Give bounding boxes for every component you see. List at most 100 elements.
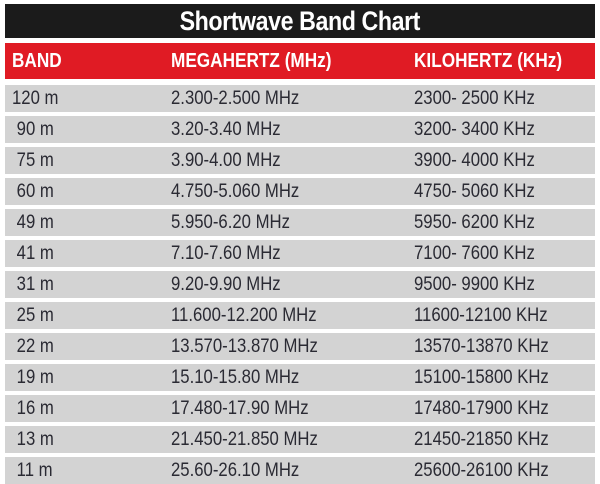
cell-band: 49 m (5, 209, 171, 236)
cell-khz: 11600-12100 KHz (411, 302, 595, 329)
mhz-value: 21.450-21.850 MHz (171, 428, 318, 450)
cell-band: 11 m (5, 457, 171, 484)
khz-value: 13570-13870 KHz (414, 335, 549, 357)
cell-mhz: 15.10-15.80 MHz (171, 364, 411, 391)
khz-value: 21450-21850 KHz (414, 428, 549, 450)
cell-mhz: 21.450-21.850 MHz (171, 426, 411, 453)
mhz-value: 4.750-5.060 MHz (171, 180, 300, 202)
table-row: 60 m 4.750-5.060 MHz 4750- 5060 KHz (5, 178, 595, 205)
khz-value: 3900- 4000 KHz (414, 149, 535, 171)
band-value: 25 m (12, 304, 54, 326)
cell-khz: 3200- 3400 KHz (411, 116, 595, 143)
table-body: 120 m 2.300-2.500 MHz 2300- 2500 KHz 90 m 3… (5, 85, 595, 484)
cell-mhz: 13.570-13.870 MHz (171, 333, 411, 360)
mhz-value: 25.60-26.10 MHz (171, 459, 300, 481)
title-bar: Shortwave Band Chart (5, 4, 595, 38)
cell-khz: 7100- 7600 KHz (411, 240, 595, 267)
band-value: 120 m (12, 87, 59, 109)
cell-khz: 15100-15800 KHz (411, 364, 595, 391)
table-row: 75 m 3.90-4.00 MHz 3900- 4000 KHz (5, 147, 595, 174)
table-row: 22 m 13.570-13.870 MHz 13570-13870 KHz (5, 333, 595, 360)
cell-band: 25 m (5, 302, 171, 329)
cell-band: 75 m (5, 147, 171, 174)
cell-mhz: 5.950-6.20 MHz (171, 209, 411, 236)
header-mhz: MEGAHERTZ (MHz) (171, 43, 411, 79)
cell-mhz: 3.90-4.00 MHz (171, 147, 411, 174)
band-value: 13 m (12, 428, 54, 450)
mhz-value: 13.570-13.870 MHz (171, 335, 318, 357)
cell-band: 41 m (5, 240, 171, 267)
cell-khz: 13570-13870 KHz (411, 333, 595, 360)
cell-khz: 9500- 9900 KHz (411, 271, 595, 298)
mhz-value: 5.950-6.20 MHz (171, 211, 290, 233)
table-row: 11 m 25.60-26.10 MHz 25600-26100 KHz (5, 457, 595, 484)
table-row: 31 m 9.20-9.90 MHz 9500- 9900 KHz (5, 271, 595, 298)
band-value: 60 m (12, 180, 54, 202)
header-mhz-label: MEGAHERTZ (MHz) (171, 49, 332, 72)
khz-value: 25600-26100 KHz (414, 459, 549, 481)
mhz-value: 7.10-7.60 MHz (171, 242, 281, 264)
cell-khz: 21450-21850 KHz (411, 426, 595, 453)
cell-mhz: 9.20-9.90 MHz (171, 271, 411, 298)
header-band: BAND (5, 43, 171, 79)
band-value: 49 m (12, 211, 54, 233)
table-header: BAND MEGAHERTZ (MHz) KILOHERTZ (KHz) (5, 43, 595, 79)
cell-mhz: 7.10-7.60 MHz (171, 240, 411, 267)
cell-band: 22 m (5, 333, 171, 360)
header-khz-label: KILOHERTZ (KHz) (414, 49, 563, 72)
table-row: 19 m 15.10-15.80 MHz 15100-15800 KHz (5, 364, 595, 391)
chart-title: Shortwave Band Chart (179, 5, 421, 36)
cell-band: 19 m (5, 364, 171, 391)
band-value: 16 m (12, 397, 54, 419)
cell-khz: 3900- 4000 KHz (411, 147, 595, 174)
khz-value: 17480-17900 KHz (414, 397, 549, 419)
table-row: 90 m 3.20-3.40 MHz 3200- 3400 KHz (5, 116, 595, 143)
mhz-value: 11.600-12.200 MHz (171, 304, 317, 326)
table-row: 41 m 7.10-7.60 MHz 7100- 7600 KHz (5, 240, 595, 267)
table-row: 49 m 5.950-6.20 MHz 5950- 6200 KHz (5, 209, 595, 236)
mhz-value: 15.10-15.80 MHz (171, 366, 300, 388)
khz-value: 9500- 9900 KHz (414, 273, 535, 295)
cell-khz: 2300- 2500 KHz (411, 85, 595, 112)
cell-band: 90 m (5, 116, 171, 143)
cell-khz: 5950- 6200 KHz (411, 209, 595, 236)
band-value: 41 m (12, 242, 54, 264)
cell-band: 120 m (5, 85, 171, 112)
khz-value: 11600-12100 KHz (414, 304, 548, 326)
header-khz: KILOHERTZ (KHz) (411, 43, 595, 79)
cell-mhz: 3.20-3.40 MHz (171, 116, 411, 143)
band-value: 31 m (12, 273, 54, 295)
band-value: 22 m (12, 335, 54, 357)
cell-mhz: 17.480-17.90 MHz (171, 395, 411, 422)
band-value: 90 m (12, 118, 54, 140)
table-row: 25 m 11.600-12.200 MHz 11600-12100 KHz (5, 302, 595, 329)
khz-value: 15100-15800 KHz (414, 366, 549, 388)
mhz-value: 9.20-9.90 MHz (171, 273, 281, 295)
cell-band: 16 m (5, 395, 171, 422)
table-row: 120 m 2.300-2.500 MHz 2300- 2500 KHz (5, 85, 595, 112)
khz-value: 3200- 3400 KHz (414, 118, 535, 140)
table-row: 16 m 17.480-17.90 MHz 17480-17900 KHz (5, 395, 595, 422)
mhz-value: 3.20-3.40 MHz (171, 118, 281, 140)
band-value: 75 m (12, 149, 54, 171)
cell-mhz: 4.750-5.060 MHz (171, 178, 411, 205)
khz-value: 5950- 6200 KHz (414, 211, 535, 233)
table-row: 13 m 21.450-21.850 MHz 21450-21850 KHz (5, 426, 595, 453)
mhz-value: 3.90-4.00 MHz (171, 149, 281, 171)
band-value: 11 m (12, 459, 53, 481)
khz-value: 2300- 2500 KHz (414, 87, 535, 109)
cell-mhz: 2.300-2.500 MHz (171, 85, 411, 112)
cell-khz: 17480-17900 KHz (411, 395, 595, 422)
header-band-label: BAND (12, 49, 62, 72)
cell-band: 13 m (5, 426, 171, 453)
mhz-value: 17.480-17.90 MHz (171, 397, 309, 419)
cell-khz: 25600-26100 KHz (411, 457, 595, 484)
cell-band: 60 m (5, 178, 171, 205)
cell-mhz: 25.60-26.10 MHz (171, 457, 411, 484)
khz-value: 7100- 7600 KHz (414, 242, 535, 264)
mhz-value: 2.300-2.500 MHz (171, 87, 300, 109)
band-chart: Shortwave Band Chart BAND MEGAHERTZ (MHz… (5, 4, 595, 484)
khz-value: 4750- 5060 KHz (414, 180, 535, 202)
band-value: 19 m (12, 366, 54, 388)
cell-khz: 4750- 5060 KHz (411, 178, 595, 205)
